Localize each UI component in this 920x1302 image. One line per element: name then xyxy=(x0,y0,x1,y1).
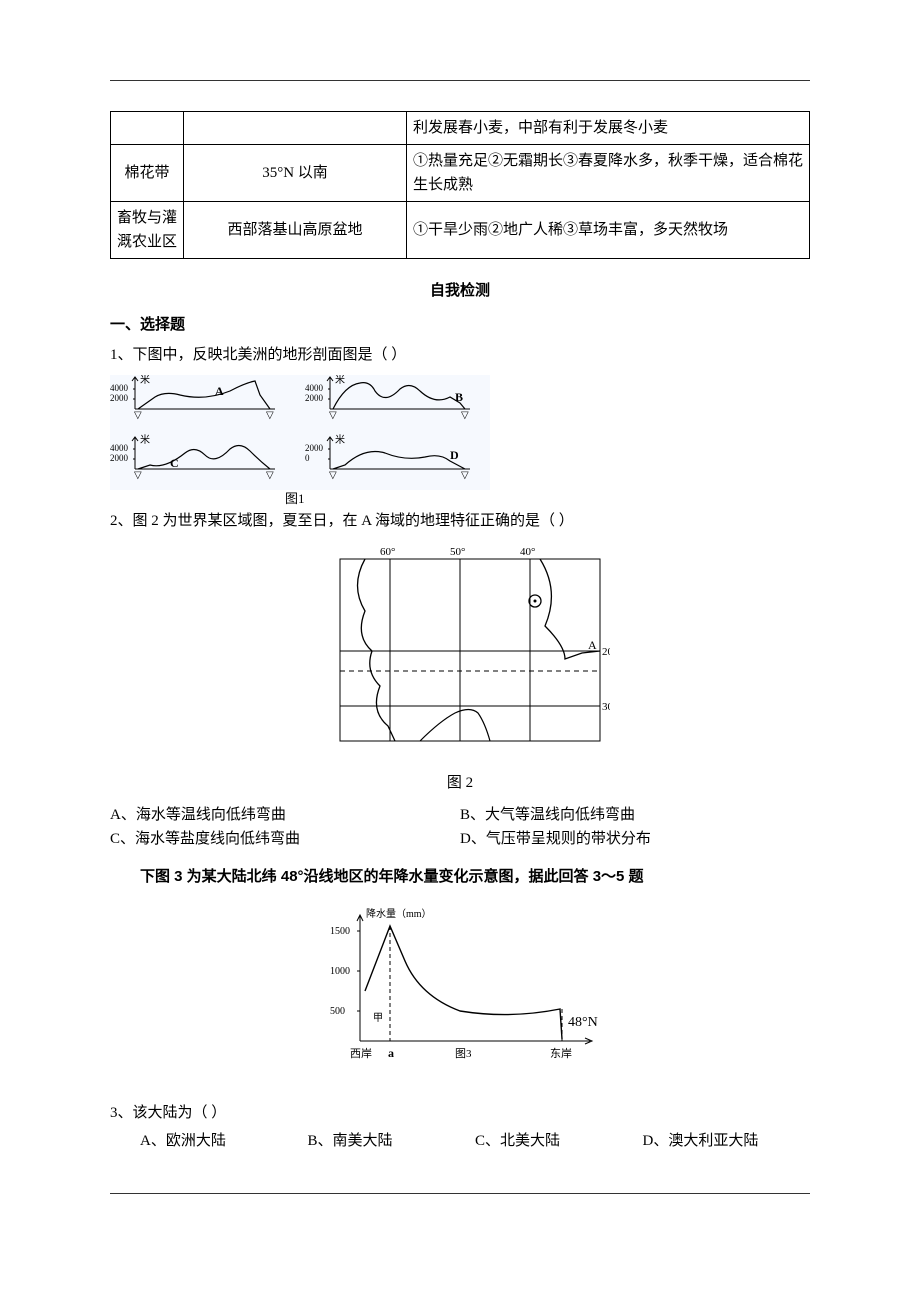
cell: 棉花带 xyxy=(111,145,184,202)
option-b: B、南美大陆 xyxy=(308,1129,476,1153)
option-c: C、北美大陆 xyxy=(475,1129,643,1153)
svg-text:米: 米 xyxy=(335,433,345,446)
table-row: 利发展春小麦，中部有利于发展冬小麦 xyxy=(111,112,810,145)
svg-text:▽: ▽ xyxy=(461,470,469,481)
figure-1-svg: 米40002000▽▽A米40002000▽▽B米40002000▽▽C米200… xyxy=(110,375,490,505)
svg-text:48°N: 48°N xyxy=(568,1015,598,1030)
svg-text:20°: 20° xyxy=(602,646,610,658)
question-2: 2、图 2 为世界某区域图，夏至日，在 A 海域的地理特征正确的是（ ） xyxy=(110,509,810,533)
svg-text:40°: 40° xyxy=(520,546,535,558)
self-test-heading: 自我检测 xyxy=(110,279,810,303)
svg-text:图1: 图1 xyxy=(285,491,305,505)
svg-text:甲: 甲 xyxy=(373,1013,383,1024)
svg-text:D: D xyxy=(450,448,459,462)
figure-2-label: 图 2 xyxy=(110,771,810,795)
svg-text:4000: 4000 xyxy=(110,443,129,453)
agriculture-table: 利发展春小麦，中部有利于发展冬小麦 棉花带 35°N 以南 ①热量充足②无霜期长… xyxy=(110,111,810,259)
option-a: A、欧洲大陆 xyxy=(140,1129,308,1153)
figure-1: 米40002000▽▽A米40002000▽▽B米40002000▽▽C米200… xyxy=(110,375,490,505)
svg-text:2000: 2000 xyxy=(110,393,129,403)
svg-text:▽: ▽ xyxy=(329,470,337,481)
option-b: B、大气等温线向低纬弯曲 xyxy=(460,803,810,827)
svg-text:4000: 4000 xyxy=(305,383,324,393)
svg-text:米: 米 xyxy=(335,375,345,386)
svg-text:A: A xyxy=(588,638,597,652)
svg-text:米: 米 xyxy=(140,375,150,386)
option-c: C、海水等盐度线向低纬弯曲 xyxy=(110,827,460,851)
svg-text:A: A xyxy=(215,384,224,398)
table-row: 棉花带 35°N 以南 ①热量充足②无霜期长③春夏降水多，秋季干燥，适合棉花生长… xyxy=(111,145,810,202)
svg-text:30°: 30° xyxy=(602,701,610,713)
cell xyxy=(184,112,407,145)
svg-text:米: 米 xyxy=(140,433,150,446)
svg-text:C: C xyxy=(170,456,179,470)
svg-text:60°: 60° xyxy=(380,546,395,558)
figure-3-svg: 降水量（mm） 1500 1000 500 甲西岸 a 图3 东岸 48°N xyxy=(310,901,610,1081)
svg-text:50°: 50° xyxy=(450,546,465,558)
option-d: D、气压带呈规则的带状分布 xyxy=(460,827,810,851)
cell xyxy=(111,112,184,145)
svg-text:a: a xyxy=(388,1046,394,1060)
svg-text:500: 500 xyxy=(330,1006,345,1017)
top-rule xyxy=(110,80,810,81)
svg-text:西岸: 西岸 xyxy=(350,1047,372,1060)
figure-2-wrap: 60° 50° 40° 20° 30° A 图 2 xyxy=(110,541,810,795)
option-d: D、澳大利亚大陆 xyxy=(643,1129,811,1153)
table-row: 畜牧与灌溉农业区 西部落基山高原盆地 ①干旱少雨②地广人稀③草场丰富，多天然牧场 xyxy=(111,202,810,259)
section-1-title: 一、选择题 xyxy=(110,313,810,337)
question-2-options: A、海水等温线向低纬弯曲 B、大气等温线向低纬弯曲 C、海水等盐度线向低纬弯曲 … xyxy=(110,803,810,851)
question-3: 3、该大陆为（ ） xyxy=(110,1101,810,1125)
cell: 利发展春小麦，中部有利于发展冬小麦 xyxy=(407,112,810,145)
cell: 西部落基山高原盆地 xyxy=(184,202,407,259)
svg-text:1000: 1000 xyxy=(330,966,350,977)
cell: 35°N 以南 xyxy=(184,145,407,202)
svg-text:▽: ▽ xyxy=(329,410,337,421)
figure-3-wrap: 降水量（mm） 1500 1000 500 甲西岸 a 图3 东岸 48°N xyxy=(110,901,810,1089)
figure-2-svg: 60° 50° 40° 20° 30° A xyxy=(310,541,610,761)
cell: 畜牧与灌溉农业区 xyxy=(111,202,184,259)
svg-text:东岸: 东岸 xyxy=(550,1047,572,1060)
svg-text:降水量（mm）: 降水量（mm） xyxy=(366,907,432,920)
svg-text:B: B xyxy=(455,390,463,404)
svg-text:2000: 2000 xyxy=(305,443,324,453)
svg-text:图3: 图3 xyxy=(455,1047,472,1060)
question-3-options: A、欧洲大陆 B、南美大陆 C、北美大陆 D、澳大利亚大陆 xyxy=(110,1129,810,1153)
svg-text:2000: 2000 xyxy=(305,393,324,403)
svg-text:▽: ▽ xyxy=(461,410,469,421)
question-1: 1、下图中，反映北美洲的地形剖面图是（ ） xyxy=(110,343,810,367)
bottom-rule xyxy=(110,1193,810,1194)
option-a: A、海水等温线向低纬弯曲 xyxy=(110,803,460,827)
svg-text:2000: 2000 xyxy=(110,453,129,463)
svg-text:▽: ▽ xyxy=(134,470,142,481)
cell: ①热量充足②无霜期长③春夏降水多，秋季干燥，适合棉花生长成熟 xyxy=(407,145,810,202)
question-3-intro: 下图 3 为某大陆北纬 48°沿线地区的年降水量变化示意图，据此回答 3～5 题 xyxy=(110,865,810,889)
svg-text:▽: ▽ xyxy=(266,410,274,421)
cell: ①干旱少雨②地广人稀③草场丰富，多天然牧场 xyxy=(407,202,810,259)
svg-text:▽: ▽ xyxy=(134,410,142,421)
svg-text:▽: ▽ xyxy=(266,470,274,481)
svg-text:4000: 4000 xyxy=(110,383,129,393)
svg-text:0: 0 xyxy=(305,453,310,463)
document-page: 利发展春小麦，中部有利于发展冬小麦 棉花带 35°N 以南 ①热量充足②无霜期长… xyxy=(0,0,920,1254)
svg-text:1500: 1500 xyxy=(330,926,350,937)
